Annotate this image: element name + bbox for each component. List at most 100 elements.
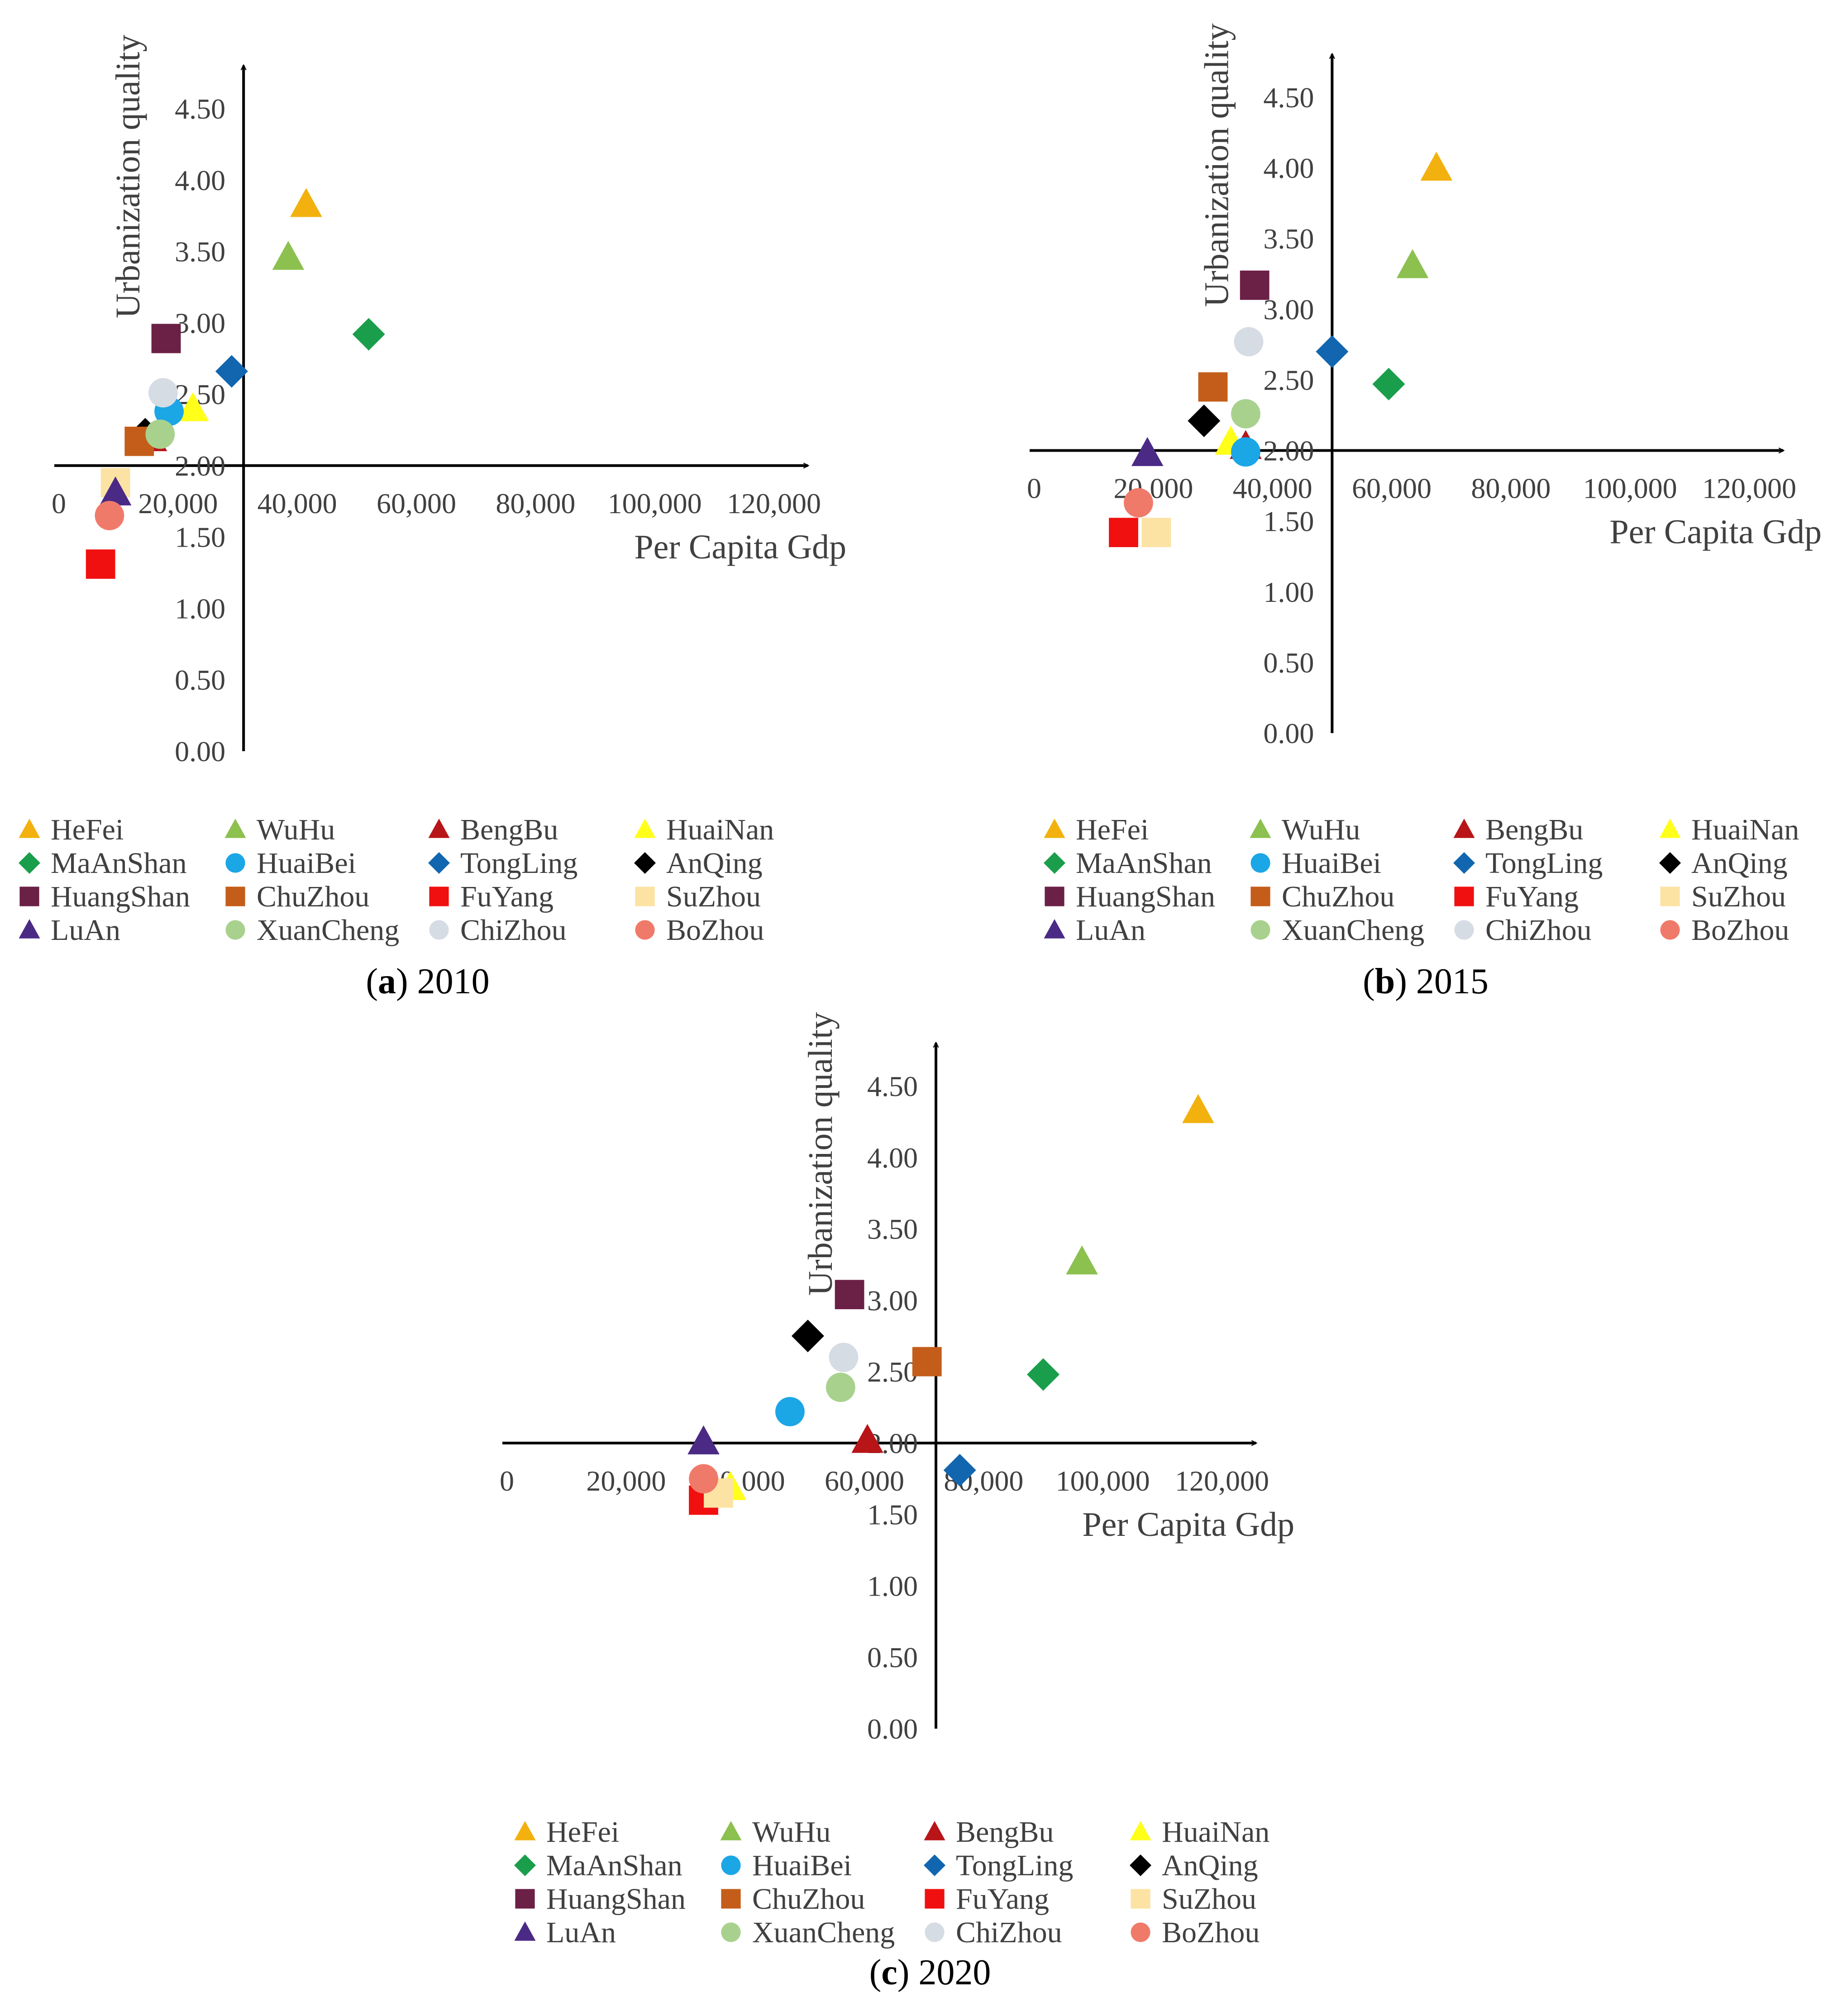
legend-label: MaAnShan bbox=[51, 847, 187, 880]
legend-label: BoZhou bbox=[1162, 1916, 1260, 1949]
legend-marker-bengbu bbox=[924, 1821, 945, 1840]
legend-label: XuanCheng bbox=[752, 1916, 895, 1949]
legend-label: SuZhou bbox=[666, 880, 761, 913]
y-tick-label: 4.50 bbox=[175, 93, 225, 125]
point-chuzhou bbox=[1198, 372, 1228, 402]
legend-label: HuangShan bbox=[51, 880, 190, 913]
point-wuhu bbox=[272, 241, 305, 270]
legend-marker-huainan bbox=[634, 819, 656, 838]
x-tick-label: 0 bbox=[1027, 472, 1041, 505]
point-hefei bbox=[290, 188, 322, 217]
point-chizhou bbox=[829, 1343, 859, 1372]
legend-marker-maanshan bbox=[514, 1854, 536, 1876]
point-huaibei bbox=[775, 1397, 805, 1426]
legend-marker-hefei bbox=[514, 1821, 536, 1840]
legend-marker-chizhou bbox=[1454, 920, 1474, 940]
panel-c: 0 20,000 40,000 60,000 80,000 100,000 120,0000… bbox=[500, 1012, 1294, 1992]
panel-a: 0 20,000 40,000 60,000 80,000 100,000 120,000 0… bbox=[19, 35, 846, 1001]
point-hefei bbox=[1420, 152, 1453, 181]
legend-marker-wuhu bbox=[1250, 819, 1271, 838]
legend-label: BengBu bbox=[460, 813, 558, 846]
point-anqing bbox=[791, 1320, 824, 1353]
panel-caption: (a) 2010 bbox=[366, 962, 489, 1001]
y-axis-label: Urbanization quality bbox=[802, 1012, 840, 1296]
legend-label: HuaiNan bbox=[1162, 1816, 1270, 1849]
point-huangshan bbox=[835, 1280, 864, 1310]
point-fuyang bbox=[86, 549, 115, 579]
legend-marker-huaibei bbox=[721, 1855, 741, 1875]
point-luan bbox=[687, 1425, 720, 1454]
legend-label: ChuZhou bbox=[1282, 880, 1394, 913]
x-tick-label: 40,000 bbox=[258, 487, 337, 519]
legend-label: HuaiNan bbox=[666, 813, 774, 846]
legend-marker-tongling bbox=[428, 852, 450, 874]
y-tick-label: 0.50 bbox=[1263, 647, 1314, 679]
legend-marker-huaibei bbox=[1250, 853, 1270, 873]
legend-marker-bozhou bbox=[1660, 920, 1680, 940]
legend-marker-tongling bbox=[924, 1854, 945, 1876]
legend-marker-huangshan bbox=[1045, 886, 1064, 906]
legend-marker-chizhou bbox=[925, 1922, 945, 1942]
point-tongling bbox=[943, 1454, 976, 1487]
y-tick-label: 0.00 bbox=[867, 1713, 918, 1745]
y-tick-label: 2.50 bbox=[867, 1356, 918, 1388]
legend-label: WuHu bbox=[257, 813, 335, 846]
panel-b: 0 20,000 40,000 60,000 80,000 100,000 120,0000… bbox=[1027, 24, 1822, 1001]
point-bozhou bbox=[95, 500, 124, 530]
point-bozhou bbox=[1124, 488, 1153, 518]
point-luan bbox=[99, 476, 132, 505]
y-tick-label: 3.00 bbox=[1263, 293, 1314, 325]
legend-marker-hefei bbox=[1044, 819, 1065, 838]
x-tick-label: 20,000 bbox=[138, 487, 218, 519]
y-tick-label: 0.00 bbox=[1263, 717, 1314, 749]
legend-marker-huangshan bbox=[515, 1889, 535, 1909]
x-tick-label: 100,000 bbox=[1583, 472, 1677, 505]
y-tick-label: 3.00 bbox=[867, 1284, 918, 1316]
y-tick-label: 1.50 bbox=[175, 521, 225, 553]
y-tick-label: 1.00 bbox=[175, 592, 225, 624]
x-tick-label: 0 bbox=[52, 487, 66, 519]
y-tick-label: 1.00 bbox=[1263, 576, 1314, 608]
legend-marker-bengbu bbox=[1453, 819, 1475, 838]
legend-label: FuYang bbox=[956, 1883, 1049, 1916]
point-tongling bbox=[1316, 335, 1349, 368]
x-tick-label: 60,000 bbox=[1352, 472, 1432, 505]
legend-marker-chuzhou bbox=[721, 1889, 741, 1909]
point-chuzhou bbox=[912, 1347, 942, 1377]
point-huangshan bbox=[1240, 270, 1270, 300]
x-tick-label: 100,000 bbox=[608, 487, 702, 519]
legend-label: WuHu bbox=[1282, 813, 1360, 846]
legend-label: HeFei bbox=[546, 1816, 619, 1849]
legend-label: MaAnShan bbox=[546, 1849, 682, 1882]
point-maanshan bbox=[352, 318, 385, 351]
legend-label: XuanCheng bbox=[1282, 914, 1424, 947]
legend-marker-luan bbox=[514, 1921, 536, 1941]
x-tick-label: 120,000 bbox=[1702, 472, 1796, 505]
legend-label: MaAnShan bbox=[1076, 847, 1212, 880]
legend-marker-fuyang bbox=[925, 1889, 945, 1909]
legend-marker-chuzhou bbox=[225, 886, 245, 906]
point-tongling bbox=[215, 355, 248, 388]
legend-marker-xuancheng bbox=[225, 920, 245, 940]
legend-marker-anqing bbox=[1130, 1854, 1151, 1876]
y-tick-label: 4.00 bbox=[1263, 152, 1314, 184]
y-tick-label: 0.00 bbox=[175, 735, 225, 767]
legend-marker-bengbu bbox=[428, 819, 450, 838]
legend-label: LuAn bbox=[546, 1916, 616, 1949]
legend-marker-anqing bbox=[634, 852, 656, 874]
legend-label: WuHu bbox=[752, 1816, 830, 1849]
legend-marker-luan bbox=[19, 919, 40, 939]
y-tick-label: 2.00 bbox=[1263, 435, 1314, 467]
y-tick-label: 2.50 bbox=[1263, 364, 1314, 396]
legend-label: AnQing bbox=[1691, 847, 1788, 880]
y-tick-label: 2.50 bbox=[175, 378, 225, 410]
legend-label: BengBu bbox=[956, 1816, 1054, 1849]
legend-marker-xuancheng bbox=[1250, 920, 1270, 940]
legend-label: ChiZhou bbox=[460, 914, 567, 947]
legend-label: TongLing bbox=[1485, 847, 1603, 880]
point-bozhou bbox=[689, 1464, 718, 1494]
legend-label: HuaiNan bbox=[1691, 813, 1799, 846]
legend-marker-huaibei bbox=[225, 853, 245, 873]
legend-marker-xuancheng bbox=[721, 1922, 741, 1942]
legend-marker-hefei bbox=[19, 819, 40, 838]
